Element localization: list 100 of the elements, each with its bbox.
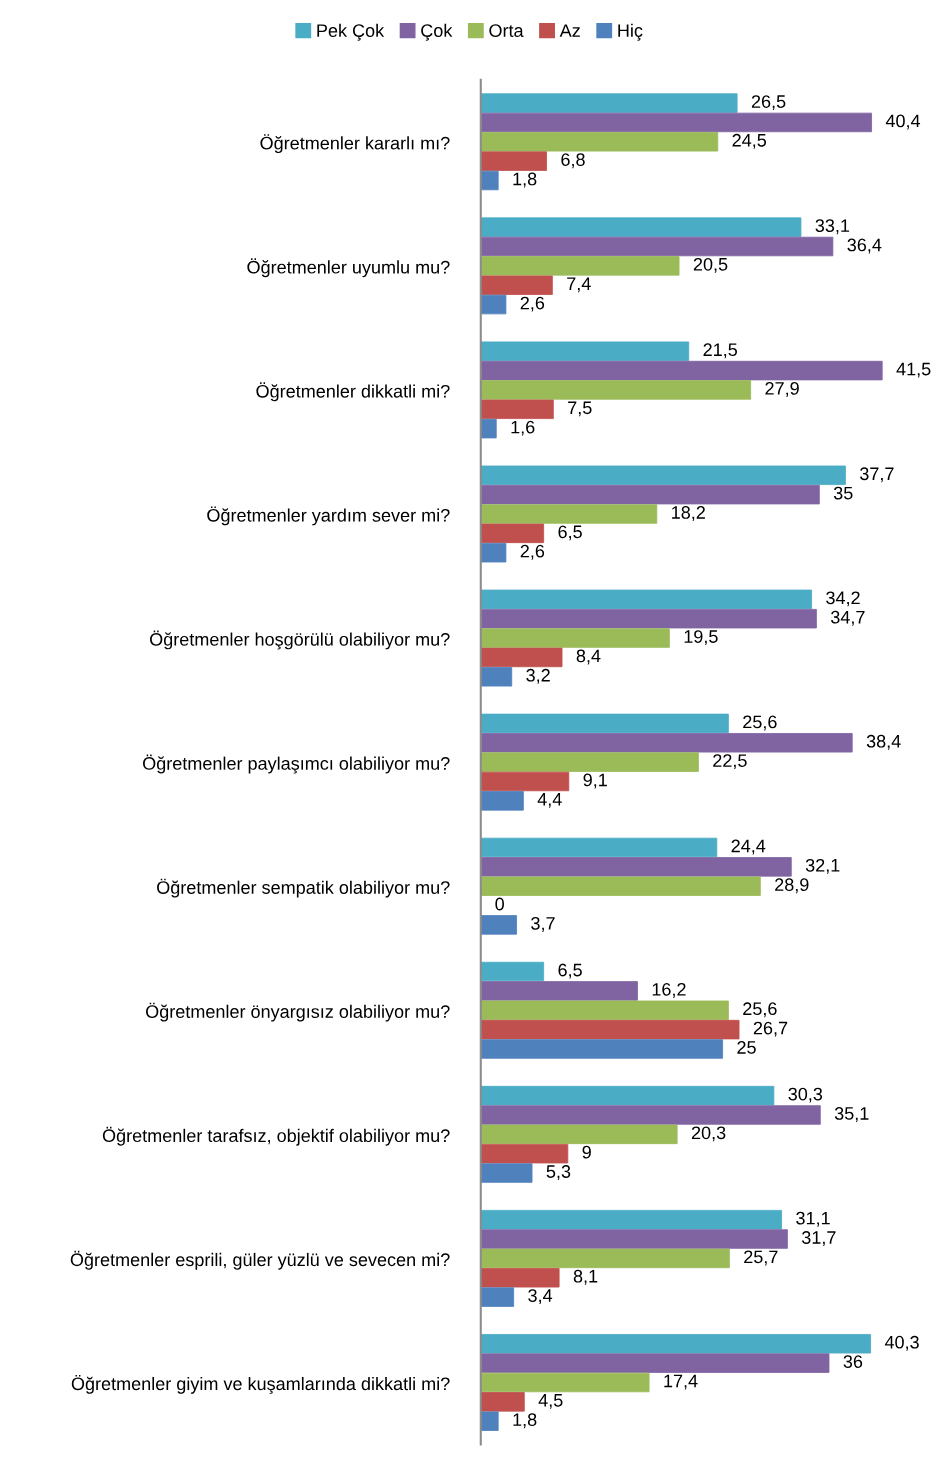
data-label: 26,7 — [753, 1021, 788, 1037]
data-label: 32,1 — [805, 858, 840, 874]
data-label: 25,6 — [743, 1002, 777, 1018]
data-label: 36,4 — [847, 238, 882, 254]
y-tick-label: Öğretmenler dikkatli mi? — [256, 382, 450, 402]
bar — [480, 112, 872, 133]
data-label: 34,2 — [826, 591, 860, 607]
bar — [480, 93, 738, 113]
bar — [480, 1248, 730, 1269]
data-label: 4,4 — [537, 793, 562, 808]
bar — [480, 380, 752, 400]
bar — [480, 1085, 775, 1106]
y-tick-label: Öğretmenler uyumlu mu? — [247, 258, 450, 278]
data-label: 3,2 — [526, 668, 550, 684]
data-label: 1,6 — [511, 420, 535, 436]
data-label: 25,7 — [744, 1250, 778, 1266]
bar — [480, 837, 718, 858]
bar — [480, 1163, 533, 1183]
data-label: 17,4 — [664, 1374, 698, 1390]
data-label: 24,4 — [731, 839, 766, 855]
y-tick-label: Öğretmenler paylaşımcı olabiliyor mu? — [143, 754, 450, 774]
bar — [480, 876, 761, 896]
bar — [480, 465, 846, 486]
bar — [480, 236, 834, 257]
data-label: 33,1 — [815, 219, 850, 235]
bar — [480, 1019, 740, 1040]
bar — [480, 752, 699, 772]
data-label: 18,2 — [672, 506, 705, 521]
data-label: 8,4 — [576, 649, 601, 665]
bar — [480, 399, 554, 420]
bar — [480, 170, 499, 191]
bar — [480, 857, 792, 877]
bar — [480, 961, 545, 982]
data-label: 35,1 — [834, 1107, 869, 1122]
data-label: 2,6 — [520, 296, 545, 312]
data-label: 20,5 — [693, 257, 728, 273]
bar — [480, 217, 802, 237]
bar — [480, 1039, 724, 1059]
data-label: 5,3 — [546, 1165, 571, 1181]
bar — [480, 1124, 678, 1145]
y-tick-label: Öğretmenler yardım sever mi? — [207, 506, 450, 526]
bar — [480, 360, 883, 381]
bar — [480, 1105, 821, 1125]
bar — [480, 523, 545, 544]
bar — [480, 542, 507, 563]
y-tick-label: Öğretmenler sempatik olabiliyor mu? — [157, 878, 450, 898]
data-label: 36 — [843, 1355, 863, 1368]
bar — [480, 628, 670, 648]
data-label: 6,5 — [558, 525, 582, 541]
data-label: 35 — [833, 486, 853, 500]
data-label: 21,5 — [703, 343, 738, 359]
data-label: 7,5 — [568, 401, 592, 417]
bar — [480, 1334, 871, 1354]
bar — [480, 1372, 650, 1393]
bar — [480, 981, 638, 1001]
bar — [480, 504, 658, 524]
legend-label: Hiç — [618, 23, 643, 41]
bar — [480, 589, 812, 610]
bar — [480, 256, 680, 276]
bar — [480, 1209, 783, 1230]
data-label: 3,4 — [528, 1289, 553, 1305]
data-label: 16,2 — [652, 982, 686, 998]
bar — [480, 1392, 525, 1412]
y-tick-label: Öğretmenler esprili, güler yüzlü ve sevecen mi? — [70, 1250, 450, 1270]
bar — [480, 667, 513, 687]
data-label: 20,3 — [691, 1126, 726, 1142]
bar — [480, 608, 817, 629]
data-label: 9 — [582, 1145, 591, 1159]
data-label: 3,7 — [531, 916, 555, 932]
legend-label: Orta — [489, 24, 524, 37]
bar — [480, 1229, 788, 1249]
bar — [480, 791, 524, 811]
y-tick-label: Öğretmenler kararlı mı? — [260, 134, 450, 154]
data-label: 1,8 — [513, 1413, 537, 1429]
bar — [480, 418, 497, 439]
data-label: 40,4 — [885, 114, 921, 130]
data-label: 31,7 — [801, 1231, 836, 1247]
data-label: 40,3 — [884, 1335, 919, 1351]
data-label: 27,9 — [765, 381, 799, 397]
bar — [480, 1268, 560, 1288]
bar — [480, 915, 517, 935]
data-label: 25 — [737, 1041, 756, 1054]
bar — [480, 771, 570, 792]
data-label: 25,6 — [743, 715, 777, 731]
legend-label: Pek Çok — [317, 23, 385, 41]
data-label: 30,3 — [788, 1087, 823, 1103]
y-tick-label: Öğretmenler tarafsız, objektif olabiliyor mu? — [102, 1126, 450, 1146]
bar — [480, 1287, 515, 1307]
bar — [480, 484, 820, 505]
bar — [480, 713, 729, 734]
legend-label: Az — [559, 24, 580, 37]
data-label: 4,5 — [538, 1394, 563, 1409]
data-label: 6,8 — [561, 153, 585, 169]
bar — [480, 647, 563, 668]
legend-label: Çok — [421, 23, 453, 41]
data-label: 7,4 — [567, 277, 591, 293]
bar — [480, 151, 547, 171]
data-label: 1,8 — [513, 172, 537, 188]
data-label: 9,1 — [583, 773, 607, 789]
data-label: 26,5 — [751, 95, 786, 111]
